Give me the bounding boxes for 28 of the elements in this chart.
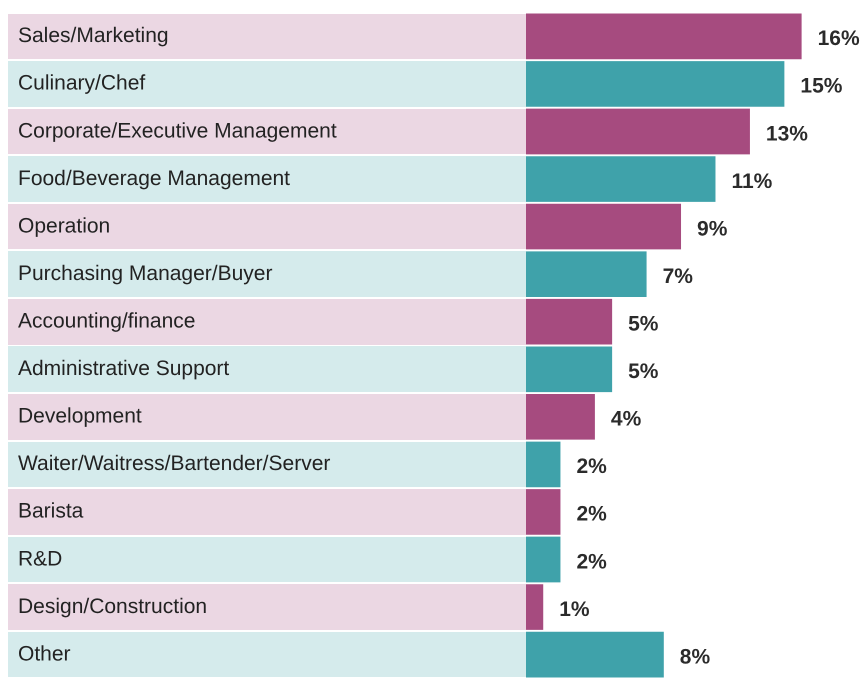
data-label: 1%: [559, 598, 590, 621]
data-label: 5%: [628, 360, 659, 384]
y-tick-label: Barista: [18, 500, 84, 523]
y-tick-label: Other: [18, 642, 71, 666]
y-tick-label: Culinary/Chef: [18, 72, 146, 95]
y-tick-label: Design/Construction: [18, 594, 208, 618]
data-label: 2%: [576, 550, 608, 574]
data-label: 5%: [628, 312, 659, 336]
y-tick-label: Purchasing Manager/Buyer: [18, 262, 272, 285]
y-tick-label: Food/Beverage Management: [18, 166, 290, 190]
data-label: 13%: [766, 122, 808, 146]
data-label: 9%: [697, 217, 728, 240]
data-label: 8%: [680, 645, 710, 668]
data-label: 2%: [576, 455, 608, 478]
y-tick-label: Sales/Marketing: [18, 24, 169, 48]
y-tick-label: Development: [18, 404, 142, 428]
data-label: 7%: [662, 264, 694, 288]
data-label: 2%: [576, 502, 608, 526]
y-tick-label: Administrative Support: [18, 357, 230, 380]
y-tick-label: Operation: [18, 214, 110, 238]
data-label: 4%: [610, 408, 642, 431]
y-tick-label: Accounting/finance: [18, 310, 196, 333]
data-label: 16%: [818, 27, 860, 50]
y-tick-label: R&D: [18, 547, 62, 570]
data-label: 11%: [731, 170, 773, 193]
y-tick-label: Waiter/Waitress/Bartender/Server: [18, 452, 330, 476]
data-label: 15%: [800, 74, 843, 98]
y-tick-label: Corporate/Executive Management: [18, 119, 337, 142]
